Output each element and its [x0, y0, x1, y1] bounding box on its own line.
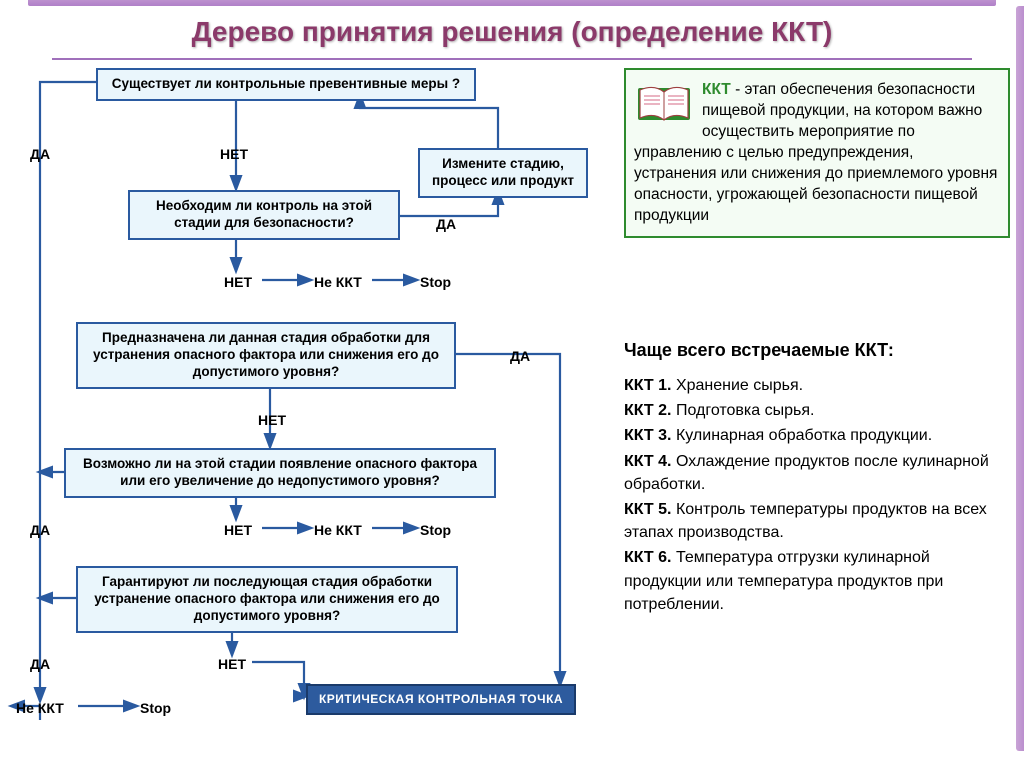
- node-final: КРИТИЧЕСКАЯ КОНТРОЛЬНАЯ ТОЧКА: [306, 684, 576, 715]
- node-modify: Измените стадию, процесс или продукт: [418, 148, 588, 198]
- book-icon: [636, 82, 692, 126]
- flow-label: ДА: [30, 522, 50, 538]
- flow-label: ДА: [30, 146, 50, 162]
- top-accent-bar: [28, 0, 996, 6]
- node-q5: Гарантируют ли последующая стадия обрабо…: [76, 566, 458, 633]
- list-item: ККТ 1. Хранение сырья.: [624, 374, 1010, 397]
- flow-label: НЕТ: [218, 656, 246, 672]
- flow-label: ДА: [30, 656, 50, 672]
- flow-label: Stop: [140, 700, 171, 716]
- kkt-list: ККТ 1. Хранение сырья.ККТ 2. Подготовка …: [624, 374, 1010, 618]
- flow-label: ДА: [436, 216, 456, 232]
- definition-box: ККТ - этап обеспечения безопасности пище…: [624, 68, 1010, 238]
- node-q4: Возможно ли на этой стадии появление опа…: [64, 448, 496, 498]
- node-q2: Необходим ли контроль на этой стадии для…: [128, 190, 400, 240]
- flow-label: НЕТ: [220, 146, 248, 162]
- content-area: Существует ли контрольные превентивные м…: [0, 60, 1024, 760]
- page-title: Дерево принятия решения (определение ККТ…: [0, 0, 1024, 56]
- flow-label: ДА: [510, 348, 530, 364]
- node-q3: Предназначена ли данная стадия обработки…: [76, 322, 456, 389]
- list-item: ККТ 4. Охлаждение продуктов после кулина…: [624, 450, 1010, 496]
- flow-label: Не ККТ: [314, 522, 362, 538]
- list-item: ККТ 5. Контроль температуры продуктов на…: [624, 498, 1010, 544]
- definition-term: ККТ: [702, 81, 731, 98]
- flow-label: Не ККТ: [314, 274, 362, 290]
- kkt-list-heading: Чаще всего встречаемые ККТ:: [624, 340, 894, 361]
- flow-label: НЕТ: [224, 522, 252, 538]
- flow-label: НЕТ: [258, 412, 286, 428]
- flowchart-region: Существует ли контрольные превентивные м…: [0, 60, 610, 760]
- list-item: ККТ 3. Кулинарная обработка продукции.: [624, 424, 1010, 447]
- flow-label: Stop: [420, 274, 451, 290]
- list-item: ККТ 6. Температура отгрузки кулинарной п…: [624, 546, 1010, 616]
- flow-label: Не ККТ: [16, 700, 64, 716]
- flow-label: НЕТ: [224, 274, 252, 290]
- flow-label: Stop: [420, 522, 451, 538]
- node-q1: Существует ли контрольные превентивные м…: [96, 68, 476, 101]
- list-item: ККТ 2. Подготовка сырья.: [624, 399, 1010, 422]
